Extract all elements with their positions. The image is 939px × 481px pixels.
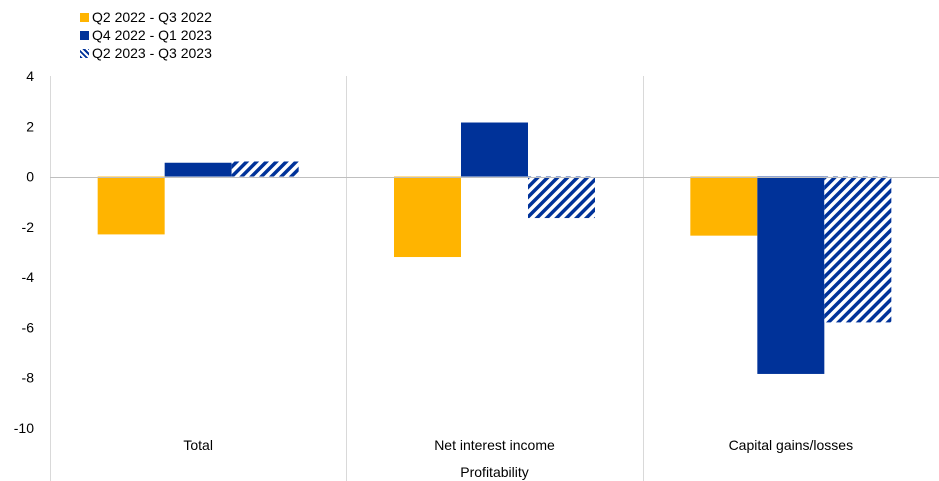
legend-item-series-3: Q2 2023 - Q3 2023: [80, 44, 212, 62]
y-tick-label: -4: [22, 269, 35, 285]
bar-series-2-1: [164, 162, 232, 177]
legend-item-series-1: Q2 2022 - Q3 2022: [80, 8, 212, 26]
bar-series-1-2: [394, 176, 461, 258]
y-tick-label: -6: [22, 319, 35, 335]
y-tick-label: 2: [26, 118, 34, 134]
legend-swatch-series-3: [80, 48, 89, 58]
bar-series-2-2: [461, 122, 528, 177]
x-category-label: Net interest income: [434, 437, 555, 453]
legend-swatch-series-2: [80, 30, 89, 40]
bar-series-3-2: [528, 176, 595, 219]
legend-label-series-3: Q2 2023 - Q3 2023: [92, 45, 212, 61]
y-tick-label: -10: [14, 420, 34, 436]
bar-series-1-3: [690, 176, 758, 236]
legend-label-series-2: Q4 2022 - Q1 2023: [92, 27, 212, 43]
y-tick-label: 4: [26, 68, 34, 84]
legend-item-series-2: Q4 2022 - Q1 2023: [80, 26, 212, 44]
grid-layer: [50, 76, 644, 481]
legend: Q2 2022 - Q3 2022 Q4 2022 - Q1 2023 Q2 2…: [80, 8, 212, 62]
x-category-label: Total: [183, 437, 213, 453]
axis-layer: 4 2 0 -2 -4 -6 -8 -10 Total Net interest income Ca…: [14, 68, 939, 480]
bar-series-3-1: [231, 161, 299, 177]
legend-swatch-series-1: [80, 12, 89, 22]
bar-series-2-3: [757, 176, 825, 374]
bar-series-3-3: [824, 176, 892, 323]
x-category-label: Capital gains/losses: [729, 437, 854, 453]
y-tick-label: -8: [22, 370, 35, 386]
bar-series-1-1: [97, 176, 165, 235]
bars-layer: [97, 122, 892, 374]
legend-label-series-1: Q2 2022 - Q3 2022: [92, 9, 212, 25]
y-tick-label: 0: [26, 169, 34, 185]
x-group-label: Profitability: [460, 464, 528, 480]
y-tick-label: -2: [22, 219, 35, 235]
